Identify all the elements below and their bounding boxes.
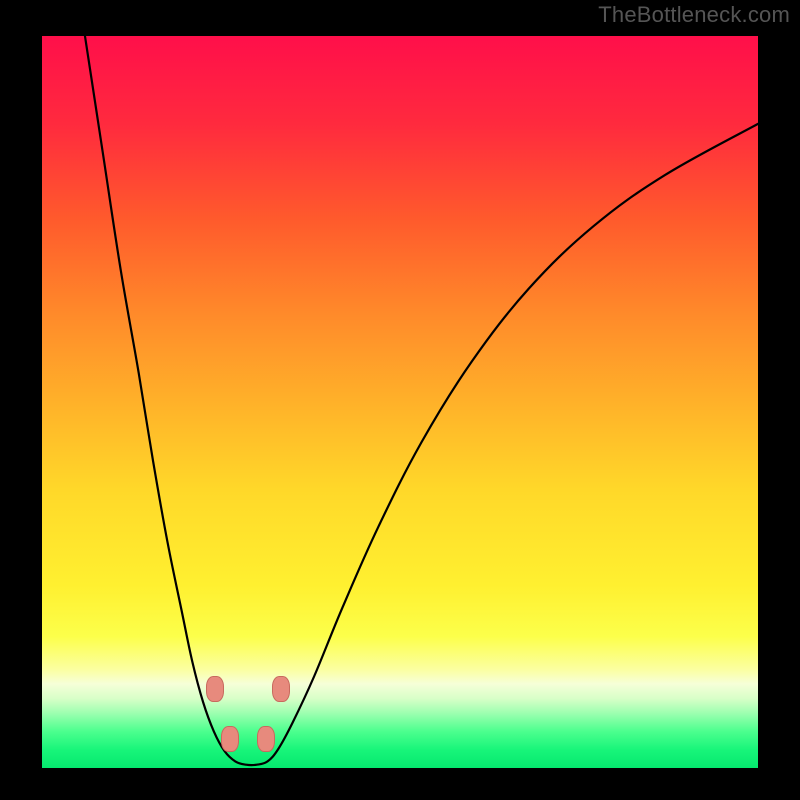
- background-gradient: [42, 36, 758, 768]
- watermark-text: TheBottleneck.com: [598, 2, 790, 28]
- curve-marker: [257, 726, 275, 752]
- plot-area: [42, 36, 758, 768]
- chart-frame: TheBottleneck.com: [0, 0, 800, 800]
- curve-marker: [221, 726, 239, 752]
- curve-marker: [272, 676, 290, 702]
- curve-marker: [206, 676, 224, 702]
